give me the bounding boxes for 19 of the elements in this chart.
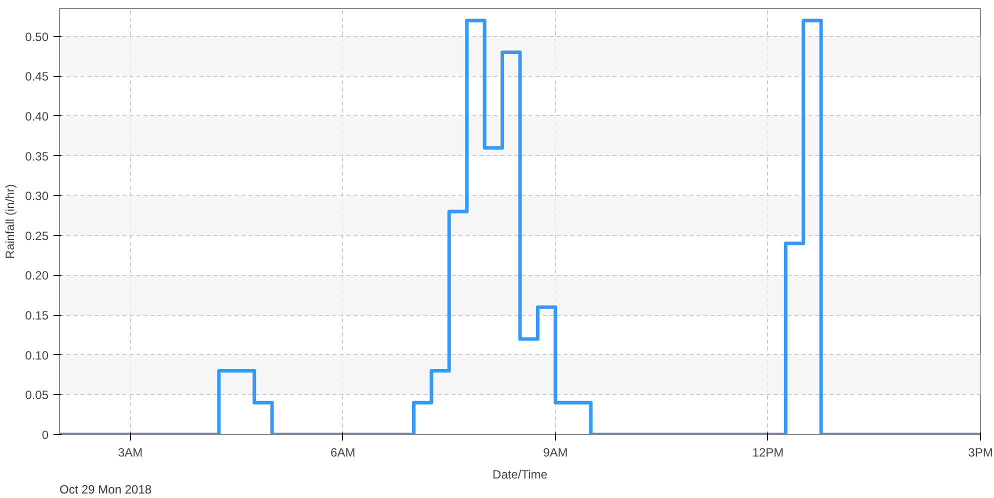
y-tick-label: 0.30 [25, 189, 49, 204]
y-tick-label: 0.25 [25, 228, 49, 243]
x-tick-label: 3PM [968, 446, 993, 460]
y-tick-label: 0 [42, 428, 49, 442]
y-tick-label: 0.35 [25, 149, 49, 164]
y-tick-label: 0.05 [25, 388, 49, 402]
x-tick-label: 9AM [543, 446, 568, 460]
text: Oct 29 Mon 2018 [60, 482, 152, 496]
x-axis-title: Date/Time [492, 468, 548, 482]
y-axis-title: Rainfall (in/hr) [3, 184, 18, 259]
y-tick-label: 0.10 [25, 348, 49, 362]
y-tick-label: 0.15 [25, 308, 49, 323]
y-tick-label: 0.40 [25, 109, 49, 124]
x-tick-label: 12PM [752, 446, 784, 460]
x-tick-label: 6AM [330, 446, 356, 460]
y-tick-label: 0.50 [25, 30, 49, 44]
y-tick-label: 0.45 [25, 70, 49, 84]
y-tick-label: 0.20 [25, 268, 49, 283]
x-tick-label: 3AM [118, 446, 143, 460]
